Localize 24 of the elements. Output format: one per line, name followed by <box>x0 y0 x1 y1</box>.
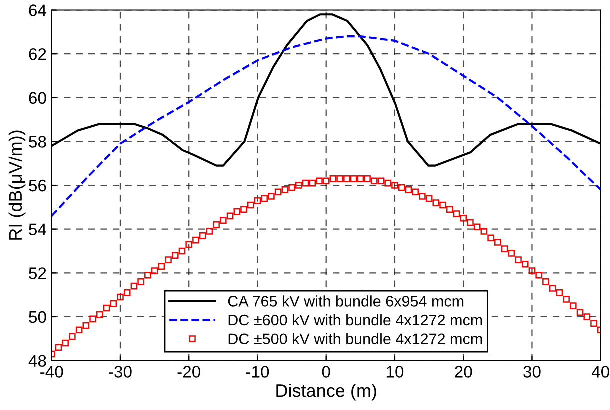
y-axis-title: RI (dB(μV/m)) <box>8 130 26 240</box>
y-tick-label: 60 <box>29 92 46 104</box>
legend-label: DC ±600 kV with bundle 4x1272 mcm <box>228 314 482 326</box>
y-tick-label: 48 <box>28 355 46 368</box>
x-tick-label: -40 <box>40 366 64 378</box>
y-tick-label: 64 <box>29 4 47 16</box>
y-tick-label: 58 <box>29 136 46 148</box>
legend-label: DC ±500 kV with bundle 4x1272 mcm <box>228 333 482 345</box>
x-axis-title: Distance (m) <box>276 384 376 401</box>
x-tick-label: 30 <box>524 366 541 378</box>
line-series <box>52 35 601 218</box>
y-tick-label: 54 <box>29 224 47 236</box>
x-tick-label: 0 <box>322 366 330 378</box>
x-tick-label: 40 <box>592 366 610 378</box>
x-tick-label: -30 <box>109 366 132 378</box>
x-tick-label: 20 <box>455 366 472 378</box>
x-tick-label: 10 <box>386 366 404 378</box>
y-tick-label: 52 <box>29 268 46 280</box>
legend-label: CA 765 kV with bundle 6x954 mcm <box>228 296 464 307</box>
x-tick-label: -10 <box>246 366 270 378</box>
y-tick-label: 56 <box>29 180 46 192</box>
y-tick-label: 50 <box>29 311 46 324</box>
y-tick-label: 62 <box>29 48 46 60</box>
x-tick-label: -20 <box>178 366 200 378</box>
